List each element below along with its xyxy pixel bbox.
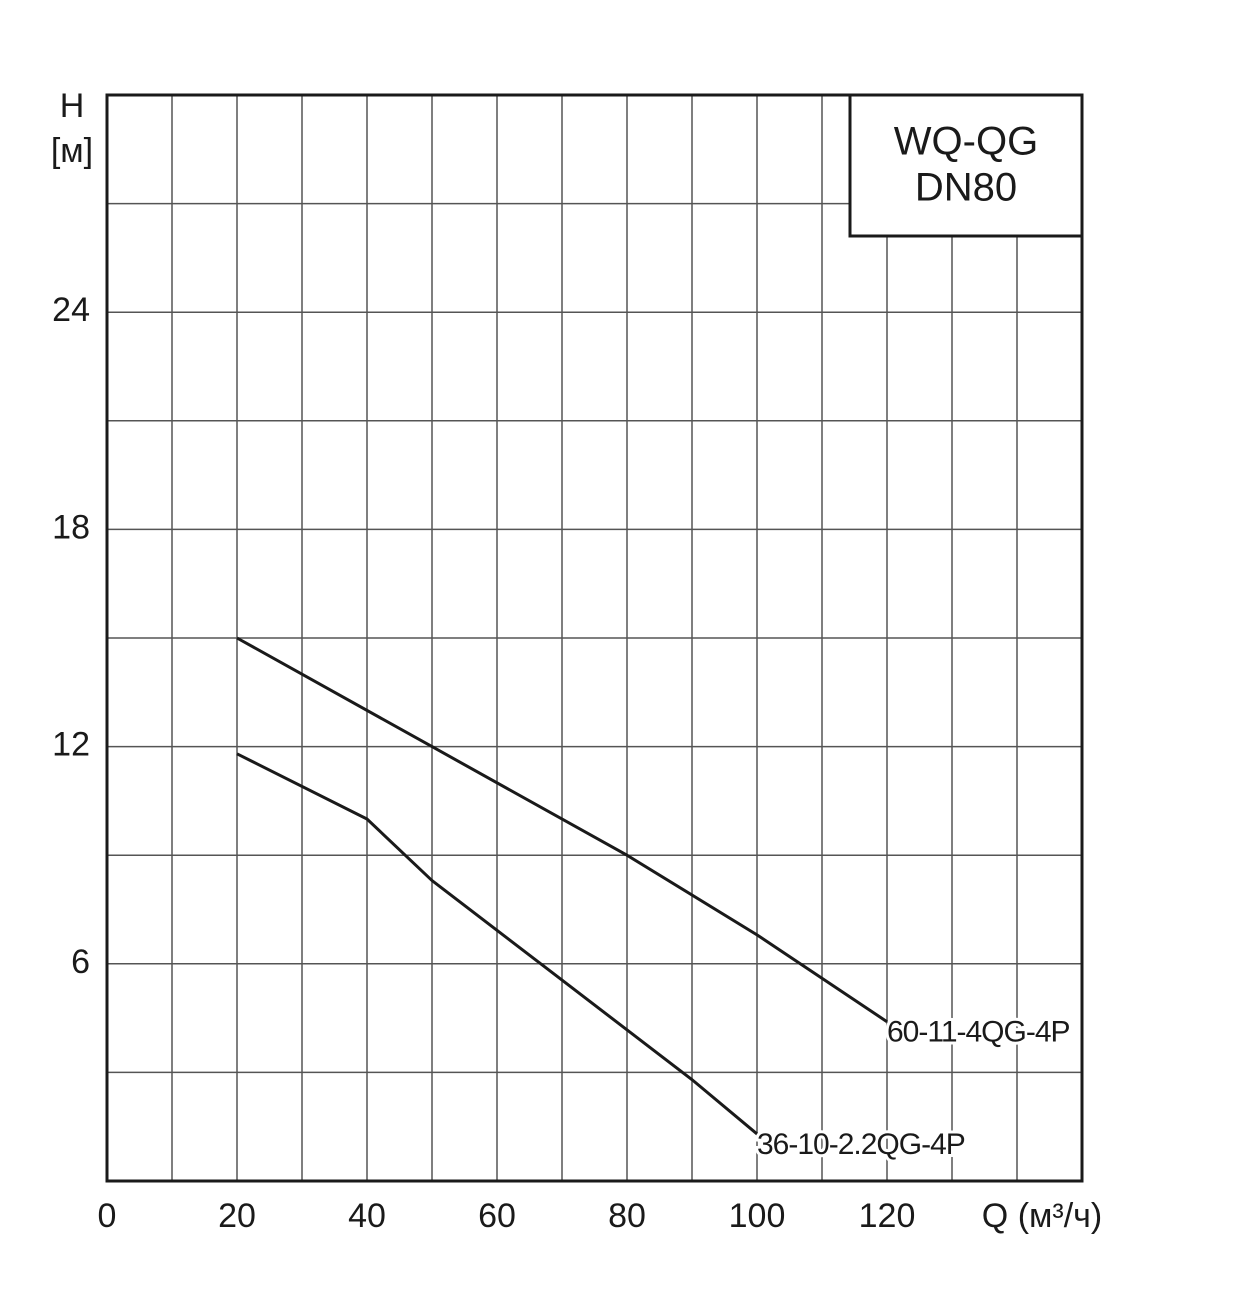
y-axis-label: [м] [51,132,93,170]
x-tick-label: 0 [98,1197,117,1235]
x-tick-label: 20 [218,1197,256,1235]
y-tick-label: 6 [71,943,90,981]
series-label: 36-10-2.2QG-4P [757,1128,965,1161]
y-tick-label: 18 [52,508,90,546]
series-label: 60-11-4QG-4P [887,1016,1070,1049]
y-tick-label: 24 [52,291,90,329]
plot-frame [105,93,1084,1183]
y-axis-label: H [60,87,85,125]
x-tick-label: 80 [608,1197,646,1235]
chart-title: WQ-QG [894,120,1038,164]
chart-title: DN80 [915,166,1017,210]
x-axis-label: Q (м³/ч) [982,1197,1102,1235]
y-tick-label: 12 [52,726,90,764]
x-tick-label: 40 [348,1197,386,1235]
x-tick-label: 100 [729,1197,786,1235]
series-line [236,752,758,1136]
x-tick-label: 60 [478,1197,516,1235]
title-box [848,93,1084,238]
series-line [236,636,888,1023]
x-tick-label: 120 [859,1197,916,1235]
